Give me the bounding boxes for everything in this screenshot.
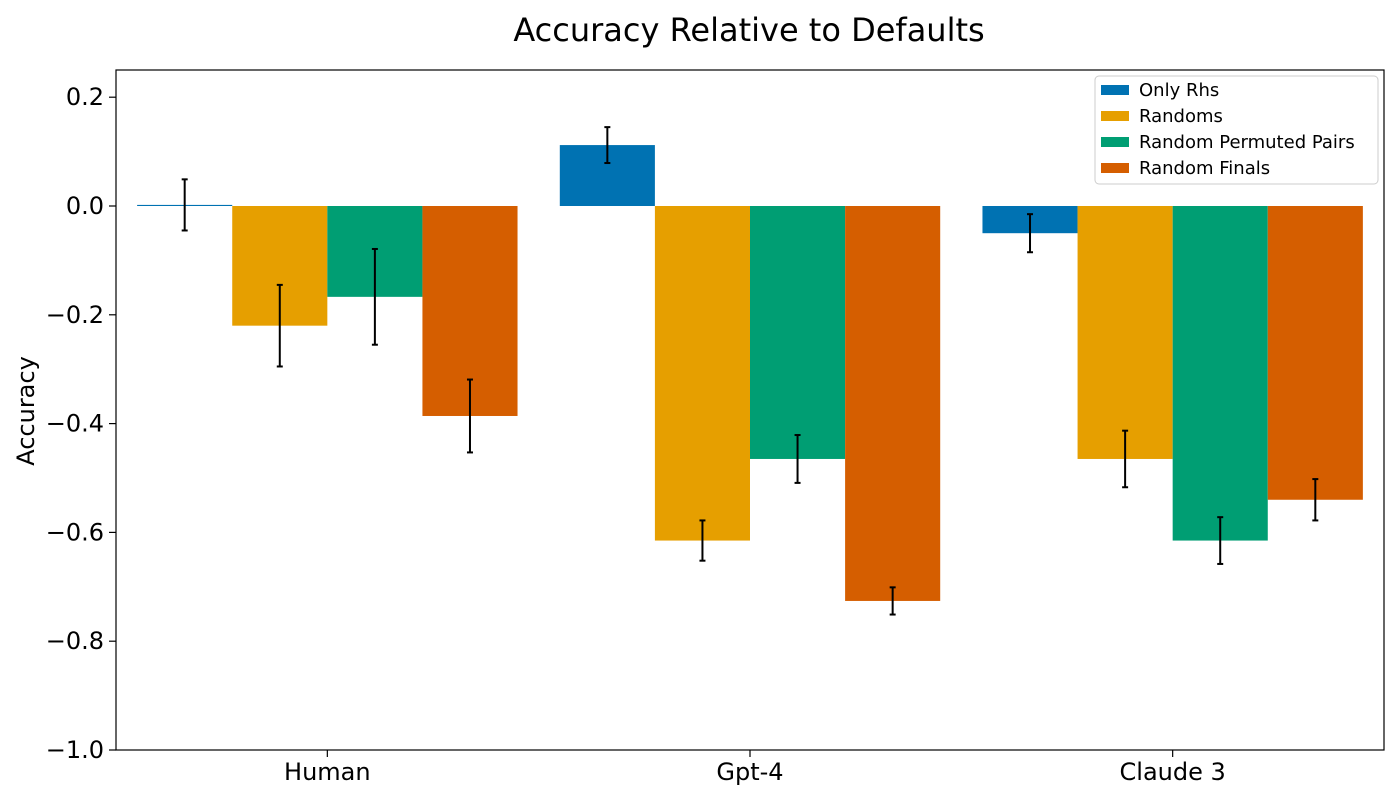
- x-tick-label: Claude 3: [1120, 758, 1226, 786]
- legend: Only Rhs Randoms Random Permuted Pairs Rand…: [1094, 75, 1379, 185]
- y-tick-label: 0.2: [66, 83, 104, 111]
- y-axis-label: Accuracy: [12, 356, 40, 466]
- x-axis: Human Gpt-4 Claude 3: [284, 750, 1226, 786]
- error-bars: [181, 126, 1319, 616]
- legend-swatch: [1101, 137, 1129, 147]
- bar: [654, 206, 750, 541]
- legend-box: [1094, 75, 1379, 185]
- y-tick-label: −0.4: [46, 410, 104, 438]
- y-tick-label: −0.8: [46, 627, 104, 655]
- legend-label: Random Permuted Pairs: [1139, 132, 1355, 153]
- y-axis: 0.2 0.0 −0.2 −0.4 −0.6 −0.8 −1.0: [46, 83, 116, 764]
- x-tick-label: Gpt-4: [716, 758, 783, 786]
- legend-swatch: [1101, 111, 1129, 121]
- bars: [137, 145, 1363, 601]
- plot-frame: [115, 69, 1385, 751]
- legend-swatch: [1101, 163, 1129, 173]
- bar: [1172, 206, 1268, 541]
- legend-swatch: [1101, 85, 1129, 95]
- bar: [1077, 206, 1173, 459]
- bar: [750, 206, 846, 459]
- legend-label: Randoms: [1139, 106, 1223, 127]
- x-tick-label: Human: [284, 758, 371, 786]
- y-tick-label: −0.6: [46, 518, 104, 546]
- chart-title: Accuracy Relative to Defaults: [513, 11, 984, 49]
- legend-label: Random Finals: [1139, 158, 1270, 179]
- bar: [1267, 206, 1363, 500]
- y-tick-label: 0.0: [66, 192, 104, 220]
- y-tick-label: −1.0: [46, 736, 104, 764]
- legend-label: Only Rhs: [1139, 80, 1219, 101]
- bar: [845, 206, 941, 601]
- y-tick-label: −0.2: [46, 301, 104, 329]
